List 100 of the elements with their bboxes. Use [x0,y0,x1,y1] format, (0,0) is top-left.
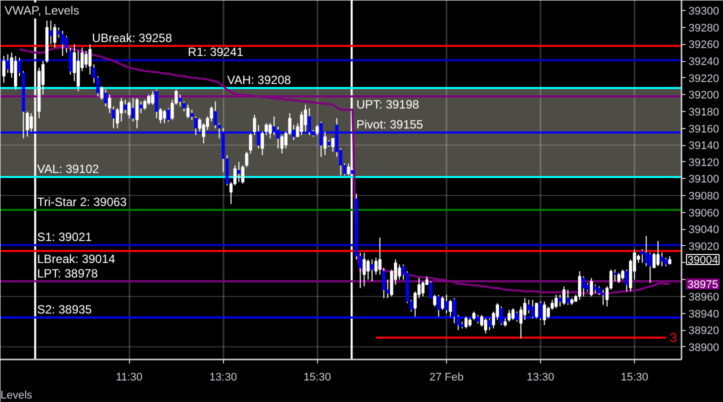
candlestick [155,89,158,119]
candlestick [2,55,6,84]
candlestick [421,280,425,297]
y-tick-label: 39060 [688,207,720,220]
candlestick [444,294,448,314]
data-label: 38975 [688,278,718,291]
ref-line-label: LBreak: 39014 [37,252,116,266]
ref-line-label: R1: 39241 [188,45,244,60]
candlestick [464,316,468,329]
candlestick [562,286,566,306]
candlestick [433,294,436,308]
series-label: 3 [670,330,678,346]
ref-line-label: LPT: 38978 [37,266,98,280]
y-tick-label: 39160 [688,123,720,136]
candlestick [280,134,284,154]
candlestick [316,124,319,136]
ref-line-label: UBreak: 39258 [92,30,172,45]
candlestick [61,30,64,56]
candlestick [519,306,522,339]
y-tick-label: 39260 [688,39,720,52]
candlestick [84,50,88,68]
candlestick [370,258,374,282]
candlestick [374,257,378,276]
candlestick [542,300,546,326]
candlestick [323,131,327,156]
candlestick [249,132,252,154]
candlestick [660,252,664,267]
candlestick [566,289,570,306]
text: Levels [0,390,33,402]
candlestick [617,272,620,284]
y-tick-label: 39080 [688,190,720,203]
candlestick [252,114,256,136]
candlestick [237,161,240,183]
x-tick-label: 15:30 [620,372,648,384]
y-tick-label: 39300 [688,6,720,18]
candlestick [186,104,190,119]
ref-line-label: Pivot: 39155 [356,118,424,132]
ref-line-label: S1: 39021 [37,230,92,244]
ref-line-label: Tri-Star 2: 39063 [37,194,128,209]
y-tick-label: 39040 [688,224,720,236]
y-tick-label: 38960 [688,291,720,304]
candlestick [6,54,10,74]
candlestick [602,289,605,306]
candlestick [128,100,131,119]
ref-line-label: S2: 38935 [37,302,92,316]
x-tick-label: 13:30 [526,372,554,384]
y-tick-label: 39140 [688,140,720,152]
y-tick-label: 38900 [688,342,720,354]
y-tick-label: 39020 [688,241,720,253]
candlestick [398,264,402,280]
x-tick-label: 13:30 [209,372,237,384]
candlestick [124,99,127,114]
candlestick [158,108,162,124]
candlestick [652,252,656,268]
y-tick-label: 39120 [688,156,720,169]
candlestick [484,318,488,334]
candlestick [448,299,452,318]
candlestick [245,151,248,168]
y-tick-label: 39100 [688,174,720,186]
candlestick [53,24,56,48]
y-tick-label: 38920 [688,325,720,338]
candlestick [621,269,624,280]
candlestick [590,277,593,297]
ref-line-label: VAL: 39102 [37,162,100,176]
candlestick [132,98,135,122]
y-tick-label: 38940 [688,308,720,320]
y-tick-label: 39240 [688,56,720,68]
candlestick [241,164,244,184]
ref-line-label: VAH: 39208 [227,72,292,87]
candlestick [300,110,304,136]
candlestick [362,252,366,287]
candlestick [648,252,652,284]
y-tick-label: 39200 [688,90,720,102]
candlestick [178,94,182,107]
candlestick [331,138,334,152]
candlestick [508,309,511,322]
x-tick-label: 11:30 [116,372,143,384]
candlestick [162,109,166,124]
chart-title: VWAP, Levels [4,4,80,18]
ref-line-label: UPT: 39198 [356,97,420,112]
candlestick [64,35,68,54]
y-tick-label: 39220 [688,72,720,85]
y-tick-label: 39180 [688,106,720,118]
x-tick-label: 27 Feb [429,372,464,384]
candlestick [214,100,217,129]
candlestick [554,294,558,309]
text: 39004 [688,254,718,266]
candlestick [656,240,660,267]
x-tick-label: 15:30 [303,372,331,384]
candlestick [151,90,154,106]
candlestick [88,44,92,75]
candlestick [143,99,146,110]
candlestick [304,104,308,132]
candlestick [366,258,370,280]
candlestick [578,270,582,300]
candlestick [534,302,538,319]
candlestick [582,276,586,297]
y-tick-label: 39280 [688,22,720,34]
candlestick [440,296,444,310]
candlestick [135,98,139,129]
